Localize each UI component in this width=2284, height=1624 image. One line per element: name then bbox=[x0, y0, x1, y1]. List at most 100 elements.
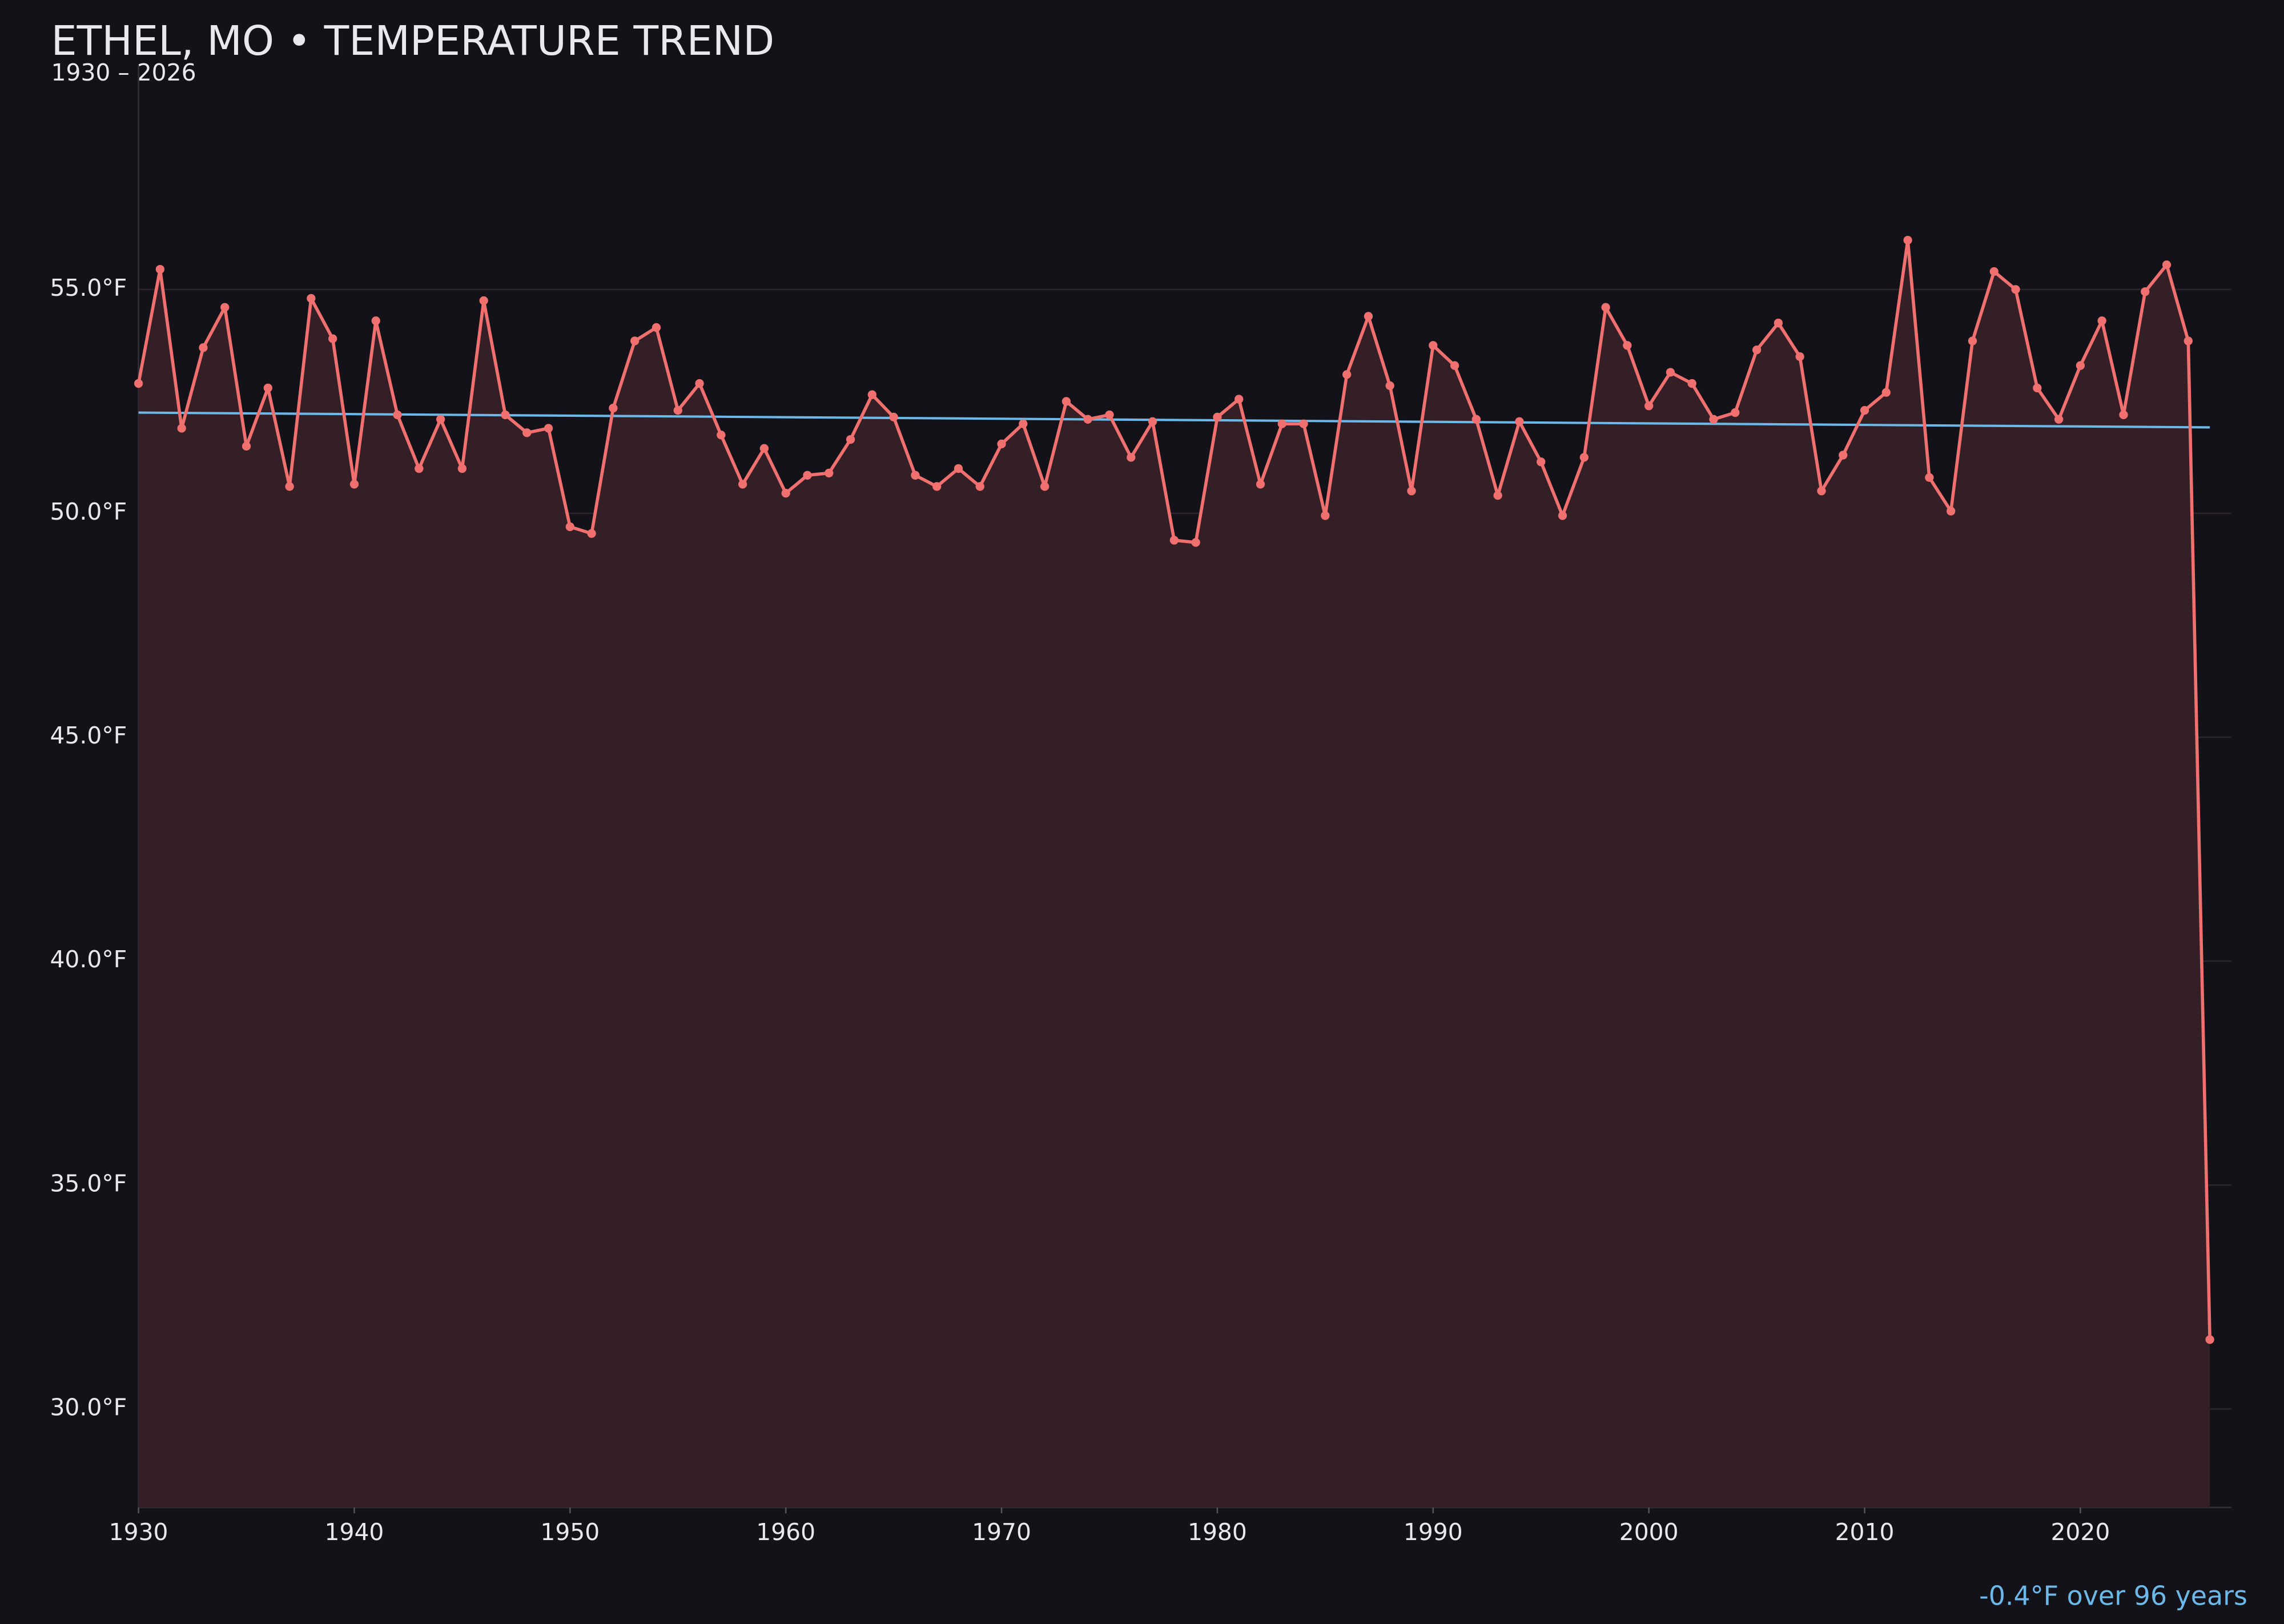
point bbox=[328, 334, 337, 343]
point bbox=[1191, 538, 1200, 547]
point bbox=[587, 529, 596, 538]
point bbox=[1537, 457, 1546, 467]
point bbox=[371, 316, 380, 325]
point bbox=[781, 489, 790, 498]
point bbox=[565, 522, 574, 532]
point bbox=[2141, 287, 2150, 296]
point bbox=[1148, 417, 1157, 426]
point bbox=[652, 323, 661, 332]
point bbox=[1127, 453, 1136, 462]
point bbox=[1105, 410, 1114, 420]
x-tick-label: 1940 bbox=[325, 1518, 384, 1546]
point bbox=[1752, 345, 1762, 355]
point bbox=[911, 471, 920, 480]
point bbox=[1061, 397, 1071, 406]
point bbox=[609, 404, 618, 413]
point bbox=[867, 390, 876, 399]
point bbox=[1385, 381, 1394, 391]
point bbox=[285, 482, 294, 491]
point bbox=[1601, 303, 1610, 312]
point bbox=[436, 415, 445, 424]
point bbox=[220, 303, 230, 312]
point bbox=[155, 264, 165, 274]
point bbox=[134, 379, 143, 388]
x-tick-label: 1930 bbox=[109, 1518, 168, 1546]
point bbox=[544, 424, 553, 433]
point bbox=[630, 336, 640, 345]
point bbox=[1450, 361, 1459, 370]
point bbox=[457, 464, 467, 473]
point bbox=[1471, 415, 1481, 424]
point bbox=[825, 468, 834, 478]
point bbox=[1321, 511, 1330, 520]
x-tick-label: 2020 bbox=[2050, 1518, 2110, 1546]
point bbox=[932, 482, 942, 491]
point bbox=[199, 343, 208, 352]
trend-line bbox=[138, 411, 2210, 429]
point bbox=[1968, 336, 1977, 345]
point bbox=[1364, 312, 1373, 321]
point bbox=[1019, 419, 1028, 428]
point bbox=[2076, 361, 2085, 370]
point bbox=[1040, 482, 1049, 491]
point bbox=[1881, 388, 1891, 397]
point bbox=[1213, 412, 1222, 422]
point bbox=[1407, 487, 1416, 496]
point bbox=[1925, 473, 1934, 482]
point bbox=[759, 444, 769, 453]
point bbox=[1256, 480, 1265, 489]
point bbox=[1709, 415, 1718, 424]
point bbox=[889, 412, 898, 422]
x-tick-label: 1980 bbox=[1188, 1518, 1247, 1546]
point bbox=[1795, 352, 1804, 361]
x-tick-label: 1970 bbox=[972, 1518, 1031, 1546]
point bbox=[522, 428, 532, 437]
x-tick-label: 1950 bbox=[540, 1518, 600, 1546]
point bbox=[349, 480, 359, 489]
point bbox=[2054, 415, 2064, 424]
point bbox=[1989, 267, 1998, 276]
point bbox=[1235, 395, 1244, 404]
point bbox=[1342, 370, 1352, 379]
point bbox=[501, 410, 510, 420]
point bbox=[393, 410, 402, 420]
y-tick-label: 45.0°F bbox=[50, 722, 127, 749]
point bbox=[673, 405, 682, 415]
trend-annotation: -0.4°F over 96 years bbox=[1979, 1581, 2247, 1611]
point bbox=[1860, 405, 1869, 415]
area bbox=[138, 240, 2210, 1508]
point bbox=[1515, 417, 1524, 426]
point bbox=[2184, 336, 2193, 345]
x-tick-label: 1990 bbox=[1404, 1518, 1463, 1546]
y-tick-label: 35.0°F bbox=[50, 1169, 127, 1197]
point bbox=[2097, 316, 2106, 325]
point bbox=[2033, 383, 2042, 393]
chart-subtitle: 1930 – 2026 bbox=[51, 59, 196, 86]
point bbox=[177, 424, 186, 433]
point bbox=[2162, 260, 2172, 270]
point bbox=[1277, 419, 1286, 428]
point bbox=[803, 471, 812, 480]
point bbox=[1083, 415, 1092, 424]
x-tick-label: 1960 bbox=[756, 1518, 815, 1546]
point bbox=[2205, 1335, 2214, 1344]
point bbox=[1644, 401, 1654, 411]
point bbox=[997, 439, 1006, 449]
point bbox=[846, 435, 855, 444]
point bbox=[1774, 319, 1783, 328]
point bbox=[1493, 491, 1502, 500]
point bbox=[717, 431, 726, 440]
point bbox=[479, 296, 488, 305]
point bbox=[2011, 285, 2020, 294]
point bbox=[738, 480, 747, 489]
y-tick-label: 50.0°F bbox=[50, 498, 127, 525]
y-tick-label: 55.0°F bbox=[50, 274, 127, 302]
x-tick-label: 2000 bbox=[1619, 1518, 1679, 1546]
point bbox=[975, 482, 984, 491]
point bbox=[1429, 341, 1438, 350]
point bbox=[1169, 536, 1179, 545]
point bbox=[1687, 379, 1696, 388]
point bbox=[1558, 511, 1567, 520]
